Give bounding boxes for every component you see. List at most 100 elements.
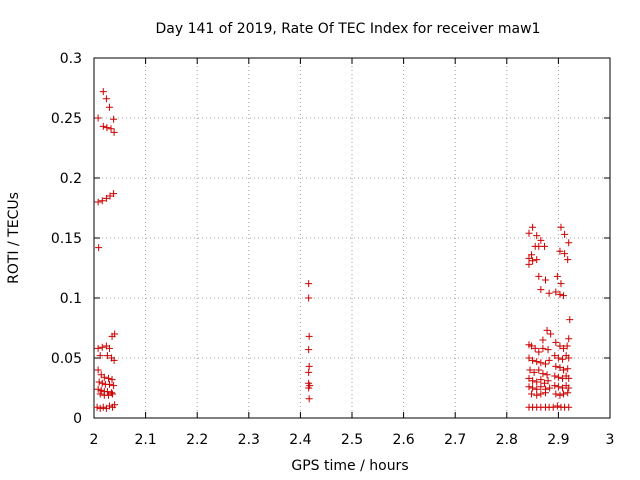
data-point <box>553 402 561 410</box>
data-point <box>96 390 104 398</box>
data-point <box>552 362 560 370</box>
data-point <box>108 376 116 384</box>
data-point <box>565 374 573 382</box>
data-point <box>98 343 106 351</box>
data-point <box>533 391 541 399</box>
y-tick-label: 0.2 <box>60 171 82 187</box>
data-point <box>535 348 543 356</box>
data-point <box>560 390 568 398</box>
data-point <box>93 403 101 411</box>
data-point <box>104 374 112 382</box>
data-point <box>531 344 539 352</box>
data-point <box>529 384 537 392</box>
x-tick-label: 2.3 <box>238 432 260 448</box>
data-point <box>100 373 108 381</box>
data-point <box>105 103 113 111</box>
data-point <box>305 294 313 302</box>
data-point <box>305 280 313 288</box>
x-tick-labels: 2 2.1 2.2 2.3 2.4 2.5 2.6 2.7 2.8 2.9 3 <box>90 432 615 448</box>
axis-ticks <box>93 57 611 419</box>
data-point <box>525 383 533 391</box>
data-point <box>305 384 313 392</box>
data-point <box>103 124 111 132</box>
data-point <box>556 247 564 255</box>
data-point <box>529 223 537 231</box>
data-point <box>560 366 568 374</box>
x-tick-label: 2.8 <box>496 432 518 448</box>
grid-lines <box>94 58 610 418</box>
data-point <box>94 344 102 352</box>
data-point <box>94 198 102 206</box>
data-point <box>565 384 573 392</box>
data-point <box>540 242 548 250</box>
data-point <box>565 354 573 362</box>
y-tick-label: 0.1 <box>60 291 82 307</box>
data-point <box>535 272 543 280</box>
data-point <box>551 382 559 390</box>
data-point <box>543 326 551 334</box>
data-point <box>565 335 573 343</box>
data-point <box>96 404 104 412</box>
data-point <box>546 384 554 392</box>
data-point <box>556 342 564 350</box>
data-point <box>547 330 555 338</box>
x-tick-label: 2.9 <box>547 432 569 448</box>
data-point <box>564 256 572 264</box>
data-point <box>537 376 545 384</box>
data-point <box>305 368 313 376</box>
data-point <box>542 389 549 397</box>
data-point <box>564 389 572 397</box>
data-point <box>103 352 111 360</box>
data-point <box>97 386 105 394</box>
data-point <box>95 378 103 386</box>
data-point <box>525 254 533 262</box>
data-point <box>560 344 568 352</box>
data-point <box>557 280 565 288</box>
data-point <box>109 390 117 398</box>
data-point <box>533 256 541 264</box>
y-tick-label: 0.05 <box>51 351 82 367</box>
x-tick-label: 3 <box>606 432 615 448</box>
data-point <box>552 390 560 398</box>
data-point <box>525 374 533 382</box>
data-point <box>540 379 548 387</box>
data-point <box>98 379 106 387</box>
x-axis-label: GPS time / hours <box>291 458 408 474</box>
data-point <box>104 391 112 399</box>
data-point <box>102 95 110 103</box>
data-point <box>99 88 107 96</box>
data-point <box>537 286 545 294</box>
data-point <box>533 385 541 393</box>
data-point <box>95 244 103 252</box>
data-point <box>551 372 559 380</box>
data-point <box>94 114 102 122</box>
data-point <box>305 346 313 354</box>
x-tick-label: 2.2 <box>186 432 208 448</box>
data-point <box>545 289 553 297</box>
data-point <box>529 257 537 265</box>
data-point <box>544 377 552 385</box>
data-point <box>529 356 537 364</box>
data-point <box>549 403 557 411</box>
data-point <box>94 385 102 393</box>
data-point <box>559 374 567 382</box>
data-point <box>533 232 541 240</box>
data-point <box>530 368 538 376</box>
data-point <box>537 383 545 391</box>
data-point <box>565 239 573 247</box>
data-point <box>556 364 564 372</box>
data-point <box>537 390 545 398</box>
data-point <box>99 122 107 130</box>
data-point <box>110 356 118 364</box>
data-points <box>93 88 574 412</box>
data-point <box>528 342 536 350</box>
data-point <box>110 128 118 136</box>
x-tick-label: 2.5 <box>341 432 363 448</box>
data-point <box>535 366 543 374</box>
data-point <box>556 290 564 298</box>
data-point <box>103 388 111 396</box>
data-point <box>99 403 107 411</box>
data-point <box>559 355 567 363</box>
data-point <box>94 366 102 374</box>
